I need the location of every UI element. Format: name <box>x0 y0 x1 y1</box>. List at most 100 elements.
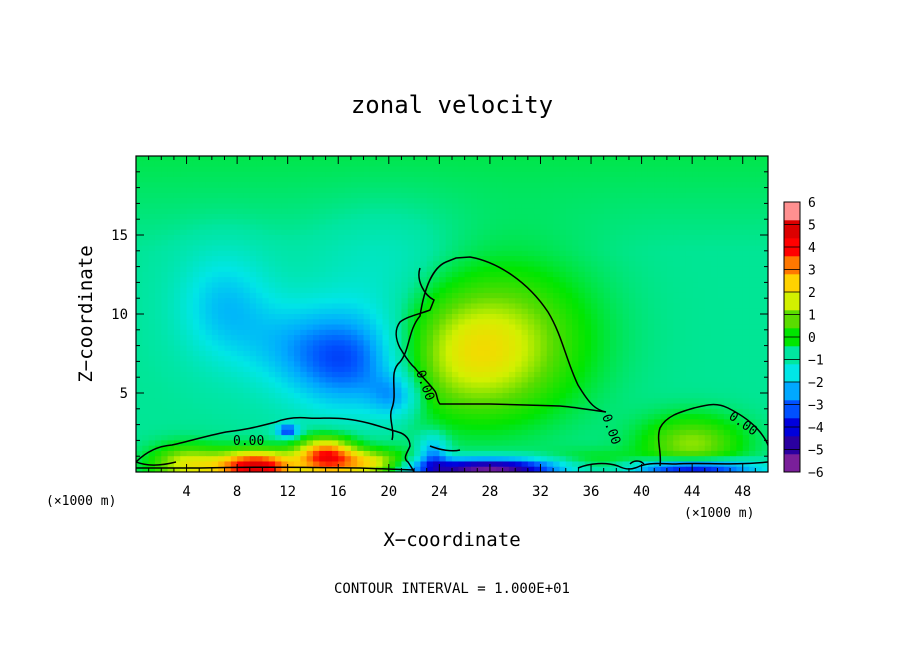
field-cell <box>521 166 529 173</box>
field-cell <box>154 340 162 347</box>
field-cell <box>464 298 472 305</box>
field-cell <box>489 303 497 310</box>
field-cell <box>218 414 226 420</box>
field-cell <box>426 208 434 215</box>
field-cell <box>433 161 440 168</box>
field-cell <box>717 256 725 262</box>
field-cell <box>401 298 409 305</box>
field-cell <box>464 250 472 257</box>
field-cell <box>142 329 150 336</box>
field-cell <box>584 261 592 268</box>
field-cell <box>521 340 529 347</box>
field-cell <box>660 261 668 268</box>
field-cell <box>262 308 270 315</box>
field-cell <box>199 219 207 226</box>
field-cell <box>723 282 731 289</box>
field-cell <box>395 250 403 257</box>
field-cell <box>508 240 516 247</box>
field-cell <box>489 408 497 415</box>
field-cell <box>685 182 693 189</box>
field-cell <box>660 303 668 310</box>
field-cell <box>641 277 649 283</box>
field-cell <box>401 329 409 336</box>
field-cell <box>717 282 725 289</box>
field-cell <box>679 329 687 336</box>
field-cell <box>584 171 592 178</box>
field-cell <box>154 224 162 231</box>
field-cell <box>350 240 358 247</box>
field-cell <box>603 319 611 326</box>
field-cell <box>717 182 725 189</box>
field-cell <box>281 377 289 384</box>
field-cell <box>199 298 207 305</box>
field-cell <box>616 340 624 347</box>
field-cell <box>331 198 339 204</box>
field-cell <box>230 382 238 389</box>
field-cell <box>325 171 333 178</box>
field-cell <box>199 340 207 347</box>
field-cell <box>249 187 257 194</box>
field-cell <box>445 198 453 204</box>
field-cell <box>470 235 478 241</box>
field-cell <box>420 203 428 210</box>
field-cell <box>452 161 459 168</box>
field-cell <box>445 356 453 362</box>
field-cell <box>616 240 624 247</box>
field-cell <box>211 393 219 399</box>
field-cell <box>679 377 687 384</box>
field-cell <box>730 292 737 299</box>
field-cell <box>338 324 346 331</box>
field-cell <box>717 213 725 220</box>
field-cell <box>584 329 592 336</box>
field-cell <box>173 171 181 178</box>
field-cell <box>249 287 257 294</box>
field-cell <box>439 208 447 215</box>
field-cell <box>464 208 472 215</box>
field-cell <box>755 371 763 378</box>
field-cell <box>161 208 169 215</box>
field-cell <box>717 377 725 384</box>
field-cell <box>319 403 327 410</box>
field-cell <box>205 403 213 410</box>
field-cell <box>647 308 655 315</box>
field-cell <box>452 314 459 320</box>
field-cell <box>395 329 403 336</box>
field-cell <box>237 271 245 278</box>
field-cell <box>654 324 662 331</box>
field-cell <box>553 393 561 399</box>
field-cell <box>199 324 207 331</box>
field-cell <box>673 224 681 231</box>
field-cell <box>268 292 276 299</box>
field-cell <box>325 187 333 194</box>
field-cell <box>401 187 409 194</box>
field-cell <box>502 282 510 289</box>
field-cell <box>319 219 327 226</box>
field-cell <box>331 298 339 305</box>
field-cell <box>382 361 390 368</box>
field-cell <box>527 208 535 215</box>
field-cell <box>275 240 282 247</box>
field-cell <box>515 308 523 315</box>
field-cell <box>597 324 605 331</box>
field-cell <box>502 314 510 320</box>
field-cell <box>704 224 712 231</box>
field-cell <box>711 198 719 204</box>
field-cell <box>464 282 472 289</box>
field-cell <box>287 314 295 320</box>
field-cell <box>616 282 624 289</box>
field-cell <box>584 408 592 415</box>
field-cell <box>218 192 226 199</box>
field-cell <box>666 240 674 247</box>
field-cell <box>199 245 207 252</box>
field-cell <box>338 292 346 299</box>
field-cell <box>275 229 282 236</box>
field-cell <box>603 161 611 168</box>
field-cell <box>268 414 276 420</box>
field-cell <box>597 314 605 320</box>
field-cell <box>161 240 169 247</box>
field-cell <box>470 177 478 183</box>
field-cell <box>243 408 251 415</box>
field-cell <box>445 371 453 378</box>
field-cell <box>230 219 238 226</box>
field-cell <box>262 256 270 262</box>
